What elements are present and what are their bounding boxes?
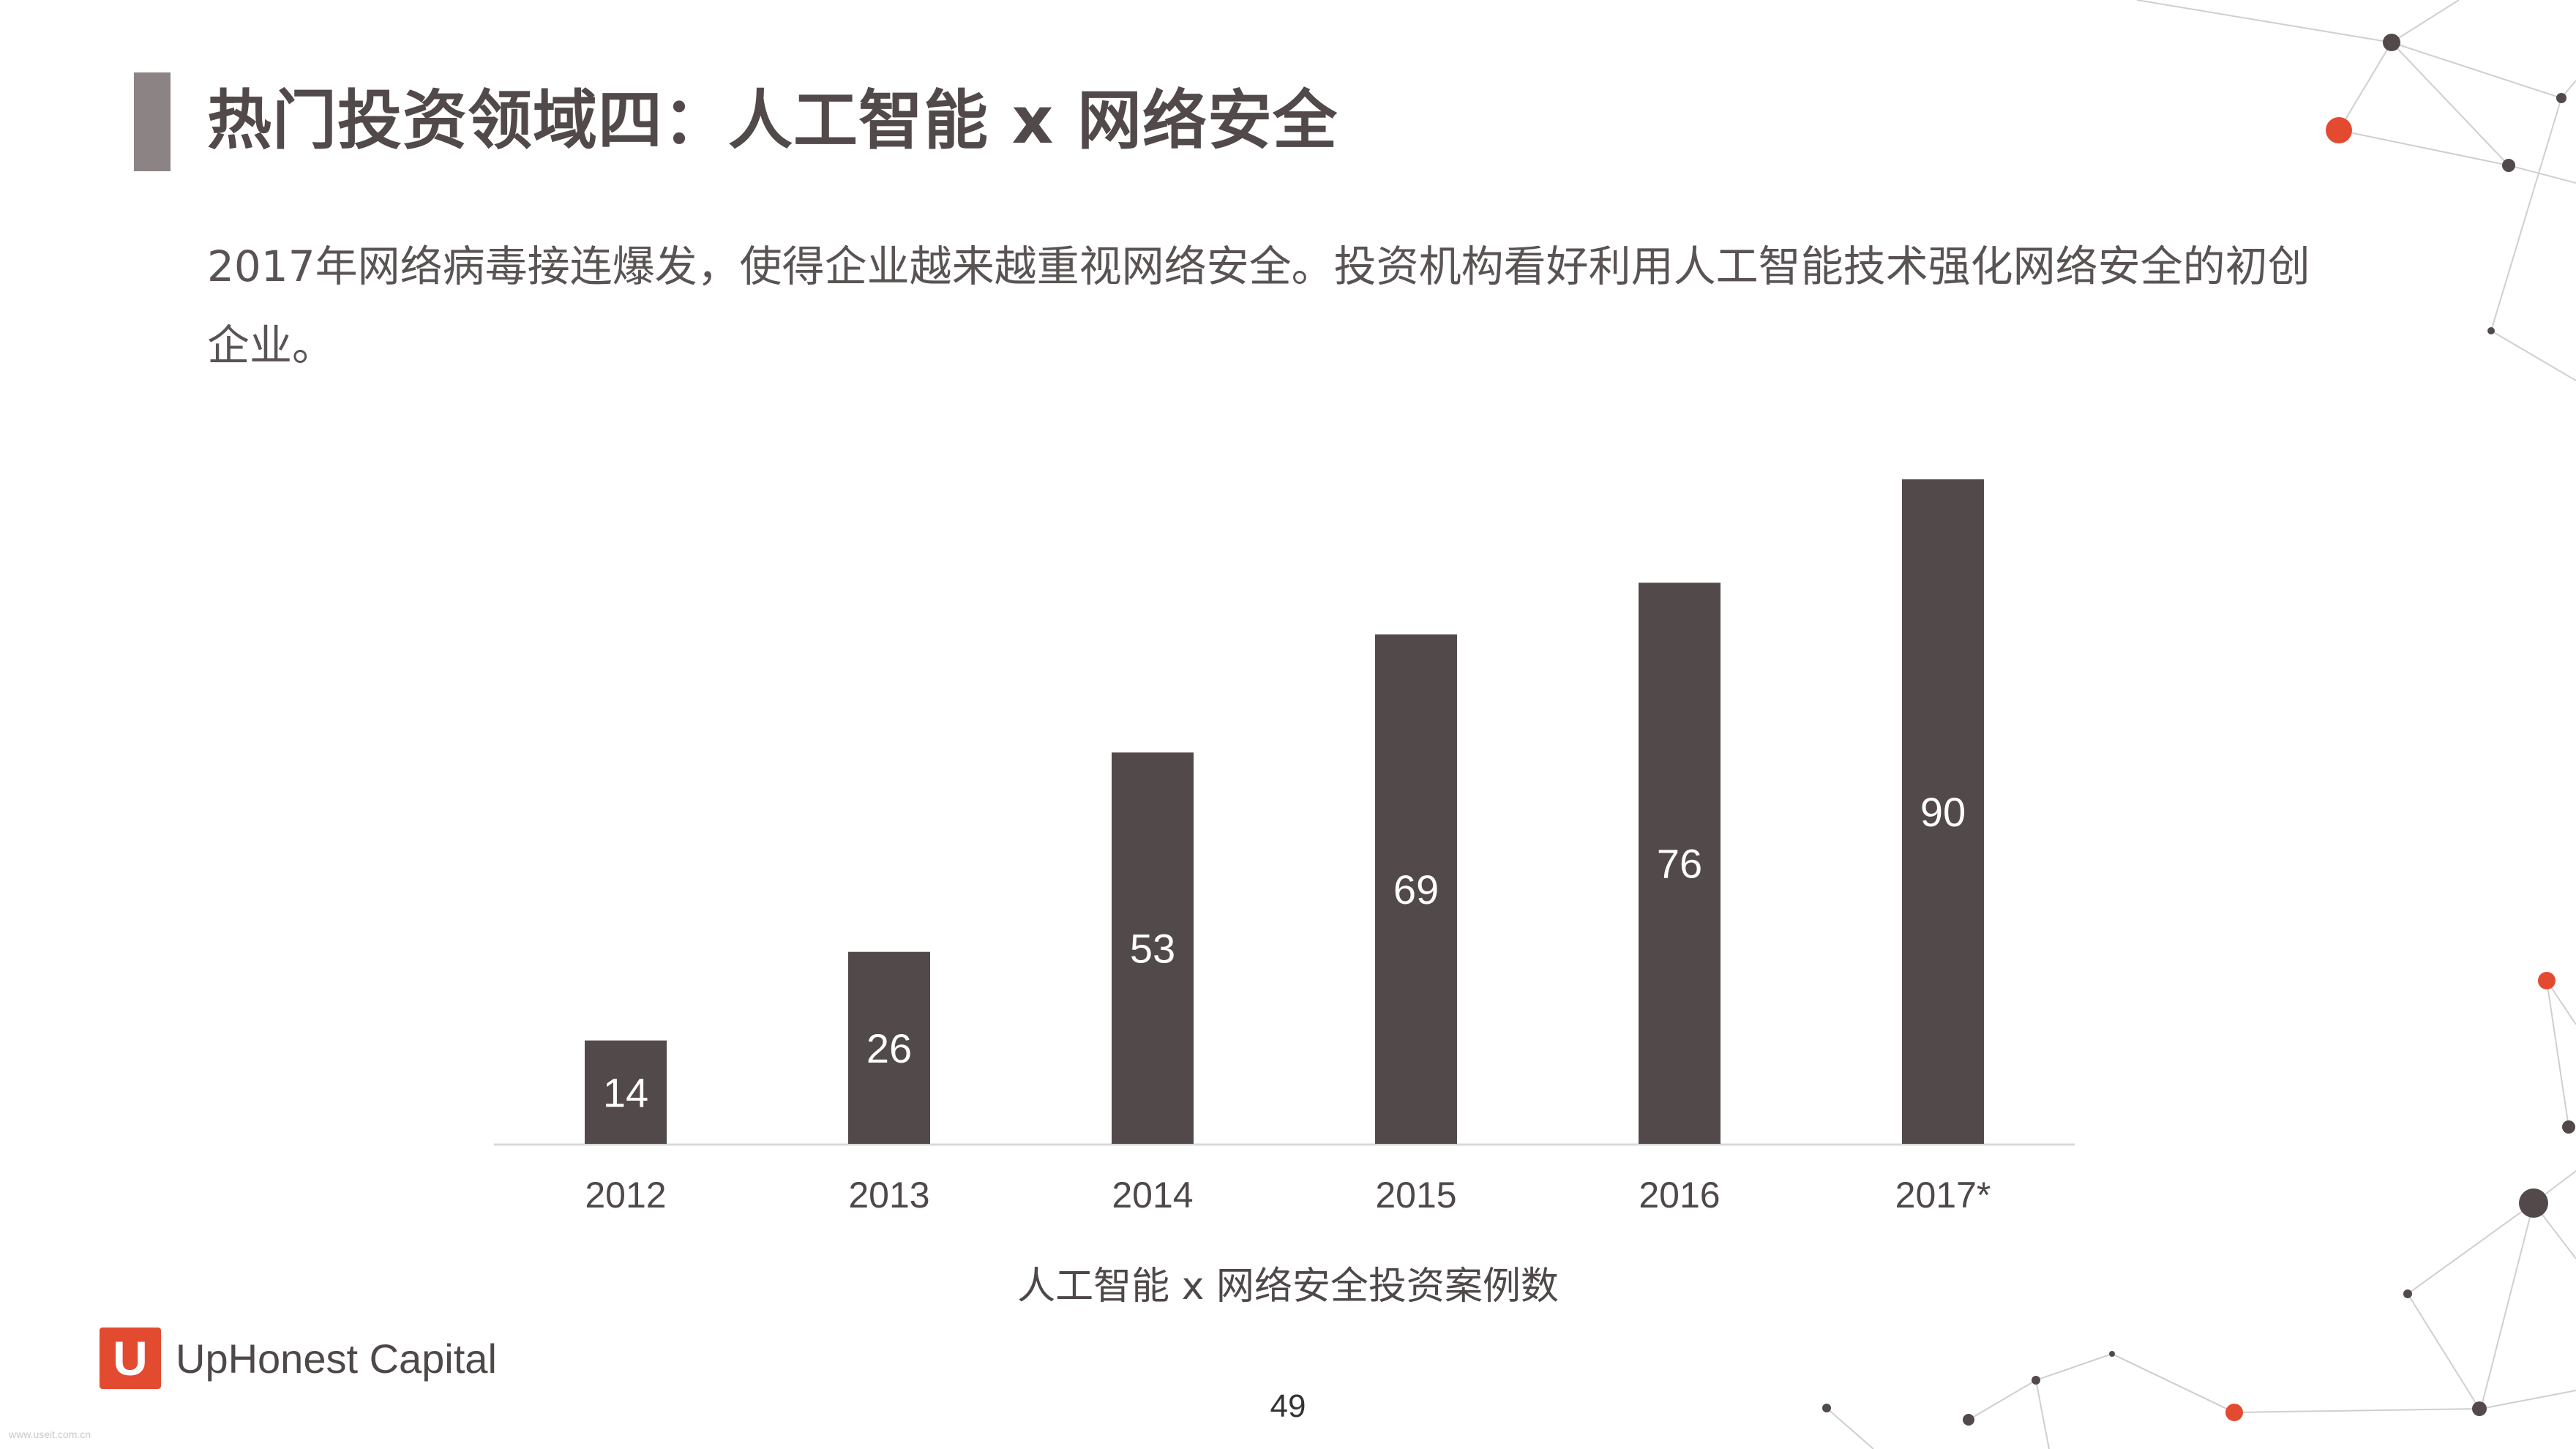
logo-text: UpHonest Capital	[176, 1335, 497, 1382]
x-tick-label: 2013	[848, 1175, 929, 1216]
bar-2015	[1375, 634, 1457, 1144]
bar-value-label: 53	[1130, 926, 1175, 972]
bar-2013	[848, 951, 930, 1144]
logo-mark: U	[100, 1328, 161, 1389]
x-tick-label: 2017*	[1895, 1175, 1991, 1216]
bar-2012	[585, 1040, 667, 1144]
x-tick-label: 2016	[1639, 1175, 1720, 1216]
page-subtitle: 2017年网络病毒接连爆发，使得企业越来越重视网络安全。投资机构看好利用人工智能…	[207, 242, 2310, 370]
bar-2014	[1112, 752, 1194, 1144]
watermark: www.useit.com.cn	[9, 1429, 91, 1440]
company-logo: U UpHonest Capital	[100, 1326, 497, 1390]
bar-value-label: 14	[603, 1069, 648, 1115]
bar-2017*	[1902, 479, 1984, 1144]
bar-value-label: 90	[1920, 789, 1966, 835]
x-tick-label: 2014	[1112, 1175, 1193, 1216]
title-accent-bar	[134, 72, 171, 171]
bar-value-label: 76	[1657, 841, 1702, 887]
bar-value-label: 69	[1393, 866, 1439, 913]
x-tick-label: 2015	[1375, 1175, 1456, 1216]
bar-value-label: 26	[866, 1025, 912, 1071]
page-number: 49	[1270, 1388, 1306, 1424]
x-tick-label: 2012	[585, 1175, 666, 1216]
page-title: 热门投资领域四：人工智能 x 网络安全	[207, 83, 1338, 158]
bar-2016	[1639, 583, 1721, 1144]
x-axis-label: 人工智能 x 网络安全投资案例数	[1017, 1265, 1559, 1308]
